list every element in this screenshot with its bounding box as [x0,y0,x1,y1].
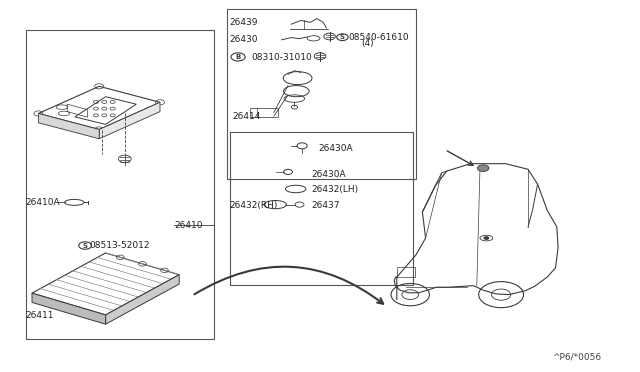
Text: 26410: 26410 [174,221,203,230]
Text: 08310-31010: 08310-31010 [252,53,312,62]
Bar [397,267,415,277]
Bar [26,30,214,339]
Text: 26439: 26439 [229,18,258,27]
Text: ^P6/*0056: ^P6/*0056 [552,353,601,362]
Polygon shape [106,275,179,324]
Text: 26414: 26414 [232,112,260,121]
Polygon shape [32,293,106,324]
Circle shape [477,165,489,171]
Polygon shape [38,113,99,139]
Circle shape [484,237,489,240]
Text: 08513-52012: 08513-52012 [90,241,150,250]
Text: (4): (4) [362,39,374,48]
Bar [227,9,416,179]
Text: 26432(RH): 26432(RH) [229,201,278,210]
Text: 08540-61610: 08540-61610 [349,33,410,42]
Bar [230,132,413,285]
Text: S: S [83,243,88,248]
Text: 26430A: 26430A [311,170,346,179]
Text: S: S [340,34,345,40]
Polygon shape [99,102,160,139]
Bar [250,108,278,117]
Text: 26430A: 26430A [319,144,353,153]
Text: 26410A: 26410A [26,198,60,207]
Text: 26432(LH): 26432(LH) [311,185,358,194]
Text: 26411: 26411 [26,311,54,320]
Text: 26430: 26430 [229,35,258,44]
Text: B: B [236,54,241,60]
Text: 26437: 26437 [311,201,340,210]
